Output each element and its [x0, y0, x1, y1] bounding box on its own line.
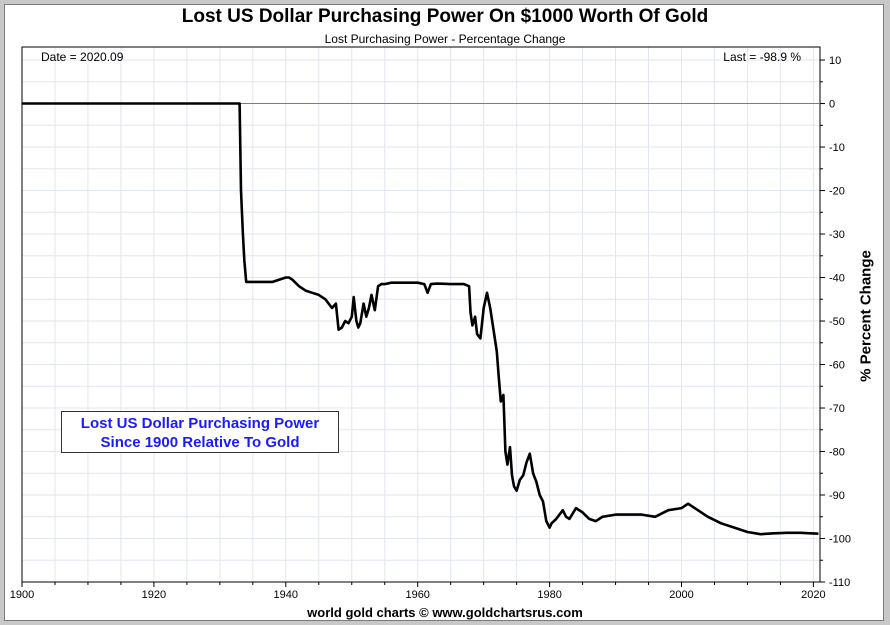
series-line	[22, 102, 819, 536]
annotation-line-2: Since 1900 Relative To Gold	[100, 434, 300, 451]
grid-lines	[21, 47, 820, 583]
plot-area-border	[21, 46, 821, 583]
x-tick-label: 1960	[405, 589, 429, 601]
y-tick-label: -30	[829, 229, 845, 241]
y-tick-label: -80	[829, 447, 845, 459]
y-tick-label: -40	[829, 273, 845, 285]
y-tick-label: -20	[829, 186, 845, 198]
x-tick-label: 1920	[142, 589, 166, 601]
y-tick-label: -10	[829, 142, 845, 154]
y-axis-label: % Percent Change	[857, 250, 875, 382]
x-tick-label: 1940	[274, 589, 298, 601]
y-tick-label: -70	[829, 403, 845, 415]
axis-ticks: 1900 1920 1940 1960 1980 2000 2020 10 0 -10 -20 -30…	[10, 55, 851, 601]
y-tick-label: -110	[829, 577, 850, 589]
annotation-box: Lost US Dollar Purchasing Power Since 19…	[61, 411, 339, 453]
last-value-text: Last = -98.9 %	[723, 50, 801, 64]
y-tick-label: -90	[829, 490, 845, 502]
y-tick-label: -50	[829, 316, 845, 328]
date-text: Date = 2020.09	[41, 50, 124, 64]
y-tick-label: 0	[829, 99, 835, 111]
chart-frame	[4, 4, 884, 621]
chart-subtitle: Lost Purchasing Power - Percentage Chang…	[324, 32, 566, 46]
y-tick-label: -100	[829, 534, 851, 546]
x-tick-label: 1980	[537, 589, 561, 601]
y-tick-label: 10	[829, 55, 841, 67]
x-tick-label: 2000	[669, 589, 693, 601]
chart-title: Lost US Dollar Purchasing Power On $1000…	[181, 6, 709, 27]
x-tick-label: 1900	[10, 589, 34, 601]
annotation-line-1: Lost US Dollar Purchasing Power	[80, 415, 320, 432]
footer-credit: world gold charts © www.goldchartsrus.co…	[307, 605, 583, 620]
x-tick-label: 2020	[801, 589, 825, 601]
y-tick-label: -60	[829, 360, 845, 372]
